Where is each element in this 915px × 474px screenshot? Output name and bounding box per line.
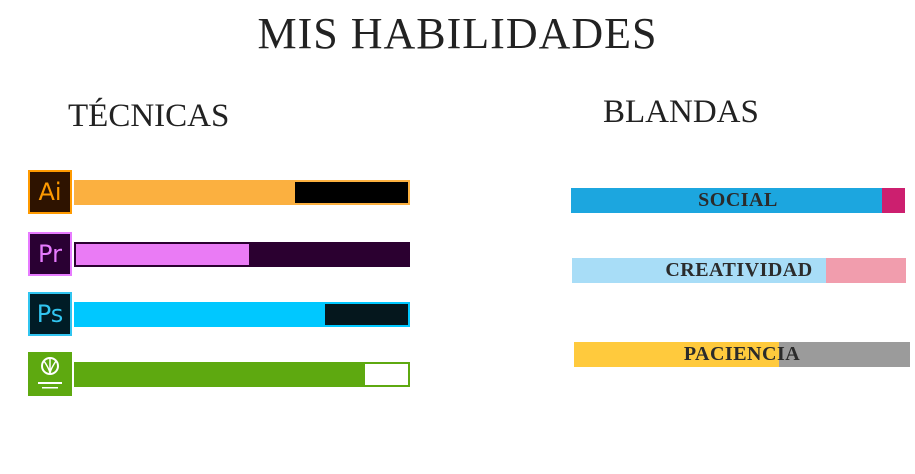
tool-level-fill (76, 244, 249, 265)
soft-skill-bar: SOCIAL (571, 188, 905, 213)
soft-skill-label: SOCIAL (698, 189, 778, 211)
coreldraw-icon (28, 352, 72, 396)
tool-level-bar (74, 180, 410, 205)
tool-row: Pr (28, 232, 412, 280)
soft-skill-label: CREATIVIDAD (665, 259, 813, 281)
soft-skill-fill (572, 258, 826, 283)
soft-skill-label: PACIENCIA (683, 343, 801, 365)
tool-row (28, 352, 412, 400)
tool-level-bar (74, 242, 410, 267)
premiere-icon: Pr (28, 232, 72, 276)
tool-level-bar (74, 302, 410, 327)
tool-row: Ai (28, 170, 412, 218)
tool-level-bar (74, 362, 410, 387)
tool-row: Ps (28, 292, 412, 340)
tool-level-fill (76, 182, 296, 203)
illustrator-icon: Ai (28, 170, 72, 214)
soft-skill-bar: PACIENCIA (574, 342, 910, 367)
soft-skill-bar: CREATIVIDAD (572, 258, 906, 283)
soft-skill-fill (574, 342, 779, 367)
tool-level-fill (76, 304, 325, 325)
soft-heading: BLANDAS (603, 94, 759, 130)
photoshop-icon: Ps (28, 292, 72, 336)
technical-heading: TÉCNICAS (68, 98, 230, 134)
soft-skill-fill (571, 188, 882, 213)
tool-level-fill (76, 364, 365, 385)
page-title: MIS HABILIDADES (257, 9, 658, 58)
